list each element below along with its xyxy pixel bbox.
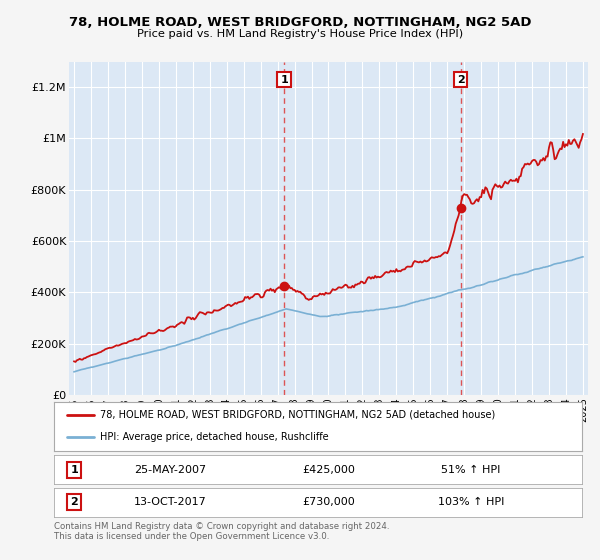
Text: 103% ↑ HPI: 103% ↑ HPI xyxy=(438,497,505,507)
Text: 1: 1 xyxy=(70,465,78,475)
Text: 25-MAY-2007: 25-MAY-2007 xyxy=(134,465,206,475)
Text: HPI: Average price, detached house, Rushcliffe: HPI: Average price, detached house, Rush… xyxy=(100,432,329,442)
Text: 2: 2 xyxy=(457,74,464,85)
Text: 13-OCT-2017: 13-OCT-2017 xyxy=(134,497,206,507)
Text: 1: 1 xyxy=(280,74,288,85)
Text: £425,000: £425,000 xyxy=(302,465,355,475)
Text: £730,000: £730,000 xyxy=(302,497,355,507)
Text: 78, HOLME ROAD, WEST BRIDGFORD, NOTTINGHAM, NG2 5AD: 78, HOLME ROAD, WEST BRIDGFORD, NOTTINGH… xyxy=(69,16,531,29)
Text: 51% ↑ HPI: 51% ↑ HPI xyxy=(442,465,501,475)
Text: Contains HM Land Registry data © Crown copyright and database right 2024.
This d: Contains HM Land Registry data © Crown c… xyxy=(54,522,389,542)
Text: 2: 2 xyxy=(70,497,78,507)
Text: 78, HOLME ROAD, WEST BRIDGFORD, NOTTINGHAM, NG2 5AD (detached house): 78, HOLME ROAD, WEST BRIDGFORD, NOTTINGH… xyxy=(100,410,496,420)
Text: Price paid vs. HM Land Registry's House Price Index (HPI): Price paid vs. HM Land Registry's House … xyxy=(137,29,463,39)
